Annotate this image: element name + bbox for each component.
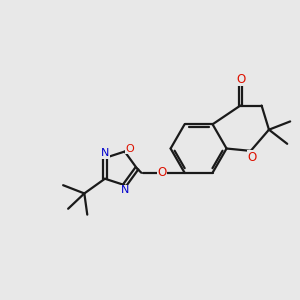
Text: O: O — [248, 151, 257, 164]
Text: N: N — [101, 148, 109, 158]
Text: N: N — [121, 185, 129, 195]
Text: O: O — [158, 166, 167, 179]
Text: O: O — [236, 73, 245, 86]
Text: O: O — [126, 144, 134, 154]
